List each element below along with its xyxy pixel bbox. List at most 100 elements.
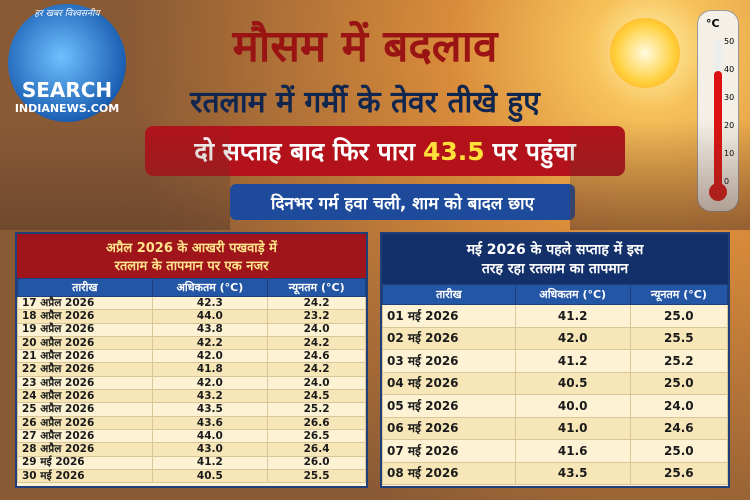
cell: 01 मई 2026: [382, 304, 516, 328]
row: 29 मई 2026 41.2 26.0: [17, 455, 366, 470]
logo-tagline: हर खबर विश्वसनीय: [34, 9, 100, 19]
row: 03 मई 2026 41.2 25.2: [382, 349, 729, 373]
cell: 43.8: [151, 322, 269, 337]
cell: 25.2: [629, 349, 729, 373]
row: 21 अप्रैल 2026 42.0 24.6: [17, 349, 366, 364]
cell: 06 मई 2026: [382, 416, 516, 440]
cell: 42.2: [151, 335, 269, 351]
subline: दिनभर गर्म हवा चली, शाम को बादल छाए: [230, 184, 575, 220]
cell: 02 मई 2026: [382, 326, 516, 350]
column-header: न्यूनतम (°C): [267, 278, 366, 297]
column-header: तारीख: [382, 284, 516, 305]
cell: 41.6: [514, 439, 631, 463]
cell: 43.5: [514, 461, 631, 485]
table-title: अप्रैल 2026 के आखरी पखवाड़े में रतलाम के …: [17, 234, 366, 278]
people-photo: [570, 120, 750, 230]
row: 22 अप्रैल 2026 41.8 24.2: [17, 362, 366, 377]
cell: 05 मई 2026: [382, 394, 516, 418]
cell: 24.2: [267, 335, 366, 351]
row: 06 मई 2026 41.0 24.6: [382, 416, 729, 440]
table-title-line: रतलाम के तापमान पर एक नजर: [114, 259, 269, 274]
table-title-line: अप्रैल 2026 के आखरी पखवाड़े में: [106, 241, 277, 256]
row: 25 अप्रैल 2026 43.5 25.2: [17, 402, 366, 417]
cell: 27 अप्रैल 2026: [17, 428, 153, 444]
cell: 43.6: [151, 415, 269, 430]
cell: 07 मई 2026: [382, 439, 516, 463]
subtitle: रतलाम में गर्मी के तेवर तीखे हुए: [190, 85, 540, 120]
cell: 41.0: [514, 416, 631, 440]
cell: 26 अप्रैल 2026: [17, 415, 153, 430]
cell: 03 मई 2026: [382, 349, 516, 373]
row: 07 मई 2026 41.6 25.0: [382, 439, 729, 463]
column-header: अधिकतम (°C): [514, 284, 631, 305]
cell: 25.0: [629, 371, 729, 395]
cell: 41.2: [514, 304, 631, 328]
cell: 43.5: [151, 402, 269, 417]
cell: 40.5: [514, 371, 631, 395]
row: 20 अप्रैल 2026 42.2 24.2: [17, 335, 366, 351]
cell: 25.2: [267, 402, 366, 417]
logo-site: INDIANEWS.COM: [14, 102, 120, 115]
cell: 42.0: [151, 349, 269, 364]
cell: 28 अप्रैल 2026: [17, 442, 153, 457]
highlight-value: 43.5: [422, 136, 485, 166]
cell: 23 अप्रैल 2026: [17, 375, 153, 391]
row: 27 अप्रैल 2026 44.0 26.5: [17, 428, 366, 444]
cell: 24.6: [267, 349, 366, 364]
table-title: मई 2026 के पहले सप्ताह में इस तरह रहा रतल…: [382, 234, 728, 284]
column-header: अधिकतम (°C): [151, 278, 269, 297]
cell: 04 मई 2026: [382, 371, 516, 395]
cell: 25.0: [629, 439, 729, 463]
cell: 24.6: [629, 416, 729, 440]
cell: 40.0: [514, 394, 631, 418]
cell: 23.2: [267, 309, 366, 324]
cell: 41.2: [514, 349, 631, 373]
cell: 44.0: [151, 309, 269, 324]
thermometer-unit: °C: [706, 17, 720, 30]
table: तारीख अधिकतम (°C) न्यूनतम (°C) 01 मई 2026 41…: [382, 284, 729, 485]
cell: 25.6: [629, 461, 729, 485]
row: 18 अप्रैल 2026 44.0 23.2: [17, 309, 366, 324]
cell: 26.5: [267, 428, 366, 444]
logo-globe: [8, 4, 126, 122]
header-row: तारीख अधिकतम (°C) न्यूनतम (°C): [382, 284, 729, 305]
cell: 24.2: [267, 362, 366, 377]
cell: 43.2: [151, 389, 269, 404]
cell: 24.2: [267, 295, 366, 311]
cell: 17 अप्रैल 2026: [17, 295, 153, 311]
cell: 22 अप्रैल 2026: [17, 362, 153, 377]
cell: 43.0: [151, 442, 269, 457]
cell: 30 मई 2026: [17, 468, 153, 484]
cell: 26.6: [267, 415, 366, 430]
cell: 44.0: [151, 428, 269, 444]
row: 04 मई 2026 40.5 25.0: [382, 371, 729, 395]
highlight-text: पर पहुंचा: [492, 137, 576, 166]
row: 02 मई 2026 42.0 25.5: [382, 326, 729, 350]
cell: 42.3: [151, 295, 269, 311]
cell: 24 अप्रैल 2026: [17, 389, 153, 404]
thermometer-tick: 50: [724, 37, 735, 46]
row: 17 अप्रैल 2026 42.3 24.2: [17, 295, 366, 311]
cell: 24.5: [267, 389, 366, 404]
cell: 40.5: [151, 468, 269, 484]
row: 19 अप्रैल 2026 43.8 24.0: [17, 322, 366, 337]
row: 08 मई 2026 43.5 25.6: [382, 461, 729, 485]
cell: 26.0: [267, 455, 366, 470]
cell: 21 अप्रैल 2026: [17, 349, 153, 364]
cell: 26.4: [267, 442, 366, 457]
row: 05 मई 2026 40.0 24.0: [382, 394, 729, 418]
table-title-line: मई 2026 के पहले सप्ताह में इस: [466, 242, 644, 258]
row: 30 मई 2026 40.5 25.5: [17, 468, 366, 484]
row: 28 अप्रैल 2026 43.0 26.4: [17, 442, 366, 457]
cell: 24.0: [267, 375, 366, 391]
header-row: तारीख अधिकतम (°C) न्यूनतम (°C): [17, 278, 366, 297]
people-photo: [0, 120, 230, 230]
row: 01 मई 2026 41.2 25.0: [382, 304, 729, 328]
column-header: तारीख: [17, 278, 153, 297]
column-header: न्यूनतम (°C): [629, 284, 729, 305]
table-april: अप्रैल 2026 के आखरी पखवाड़े में रतलाम के …: [15, 232, 368, 488]
table-title-line: तरह रहा रतलाम का तापमान: [481, 261, 629, 277]
thermometer-tick: 40: [724, 65, 735, 74]
highlight-text: दो सप्ताह बाद फिर पारा: [194, 137, 415, 166]
